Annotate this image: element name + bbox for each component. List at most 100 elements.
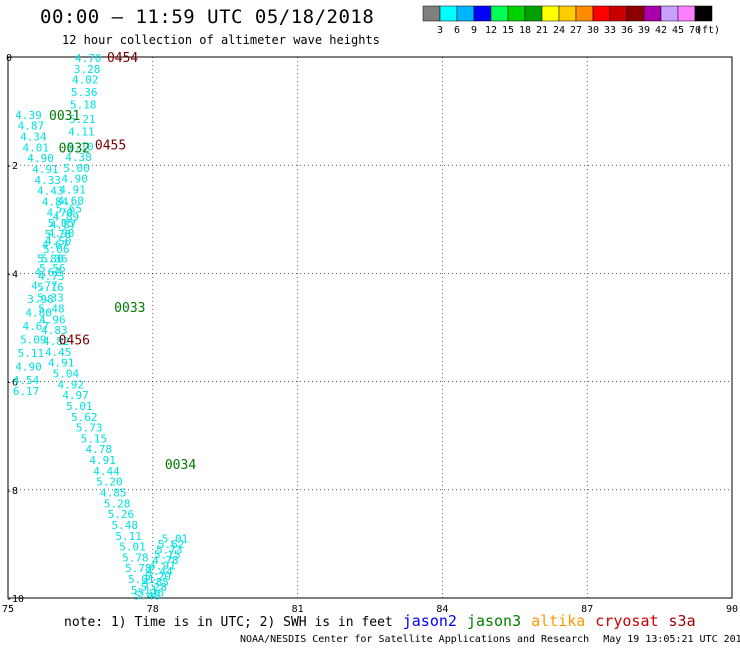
wave-height-label: 4.96 (39, 313, 66, 326)
pass-time-label: 0454 (107, 51, 138, 66)
wave-height-label: 5.01 (119, 541, 146, 554)
wave-height-label: 5.01 (128, 573, 155, 586)
wave-height-label: 5.28 (141, 581, 168, 594)
wave-height-label: 4.38 (65, 151, 92, 164)
wave-height-label: 4.78 (152, 554, 179, 567)
colorbar-tick-label: 42 (655, 25, 667, 36)
colorbar-tick-label: 39 (638, 25, 650, 36)
wave-height-label: 5.48 (112, 519, 139, 532)
wave-height-label: 5.65 (56, 202, 83, 215)
wave-height-label: 4.67 (22, 320, 49, 333)
x-tick-label: 75 (2, 604, 14, 615)
y-tick-label: -6 (6, 378, 18, 389)
wave-height-label: 4.67 (42, 239, 69, 252)
wave-height-label: 4.34 (20, 131, 47, 144)
y-tick-label: -10 (6, 594, 24, 605)
wave-height-label: 5.18 (70, 99, 97, 112)
wave-height-label: 4.85 (142, 576, 169, 589)
wave-height-label: 5.48 (38, 303, 65, 316)
wave-height-label: 4.44 (93, 465, 120, 478)
note-text: note: 1) Time is in UTC; 2) SWH is in fe… (64, 615, 393, 630)
wave-height-label: 5.62 (158, 538, 185, 551)
mission-legend: jason2 jason3 altika cryosat s3a (393, 612, 696, 630)
colorbar-tick-label: 36 (621, 25, 633, 36)
x-tick-label: 87 (581, 604, 593, 615)
wave-height-label: 4.11 (68, 126, 95, 139)
wave-height-label: 3.98 (27, 293, 54, 306)
colorbar-tick-label: 45 (672, 25, 684, 36)
wave-height-label: 4.01 (22, 141, 49, 154)
colorbar-tick-label: 18 (519, 25, 531, 36)
wave-height-label: 4.33 (35, 174, 62, 187)
mission-label: jason2 (402, 612, 457, 630)
wave-height-label: 4.91 (48, 357, 75, 370)
wave-height-label: 5.06 (43, 243, 70, 256)
colorbar-tick-label: 15 (502, 25, 514, 36)
wave-height-label: 4.45 (45, 346, 72, 359)
wave-height-label: 4.91 (32, 163, 59, 176)
colorbar-tick-label: 12 (485, 25, 497, 36)
wave-height-label: 5.48 (134, 589, 161, 602)
y-tick-label: -8 (6, 486, 18, 497)
wave-height-label: 5.36 (41, 252, 68, 265)
wave-height-label: 5.73 (156, 543, 183, 556)
wave-height-label: 4.02 (72, 74, 99, 87)
y-tick-label: 0 (6, 53, 12, 64)
wave-height-label: 5.10 (67, 140, 94, 153)
wave-height-label: 4.91 (59, 184, 86, 197)
footer-date: May 19 13:05:21 UTC 2018 (603, 634, 740, 645)
wave-height-label: 5.21 (69, 113, 96, 126)
wave-height-label: 4.83 (41, 324, 68, 337)
wave-height-label: 5.26 (108, 508, 135, 521)
wave-height-label: 4.92 (57, 378, 84, 391)
wave-height-label: 5.28 (104, 497, 131, 510)
wave-height-label: 4.43 (37, 185, 64, 198)
colorbar-tick-label: 33 (604, 25, 616, 36)
wave-height-label: 4.87 (18, 120, 45, 133)
note-line: note: 1) Time is in UTC; 2) SWH is in fe… (64, 612, 696, 630)
wave-height-label: 4.91 (149, 560, 176, 573)
wave-height-label: 4.62 (35, 266, 62, 279)
wave-height-label: 5.11 (131, 584, 158, 597)
colorbar-tick-label: 3 (437, 25, 443, 36)
wave-height-label: 5.78 (125, 562, 152, 575)
wave-height-label: 4.44 (146, 565, 173, 578)
colorbar-tick-label: 9 (471, 25, 477, 36)
colorbar-tick-label: 70 (689, 25, 701, 36)
wave-height-label: 5.00 (63, 162, 90, 175)
wave-height-label: 4.84 (42, 195, 69, 208)
pass-time-label: 0031 (49, 109, 80, 124)
wave-height-label: 4.78 (85, 443, 112, 456)
wave-height-label: 4.85 (100, 487, 127, 500)
wave-height-label: 5.01 (66, 400, 93, 413)
wave-height-label: 5.11 (115, 530, 142, 543)
wave-height-label: 5.56 (39, 262, 66, 275)
mission-label: cryosat (595, 612, 659, 630)
colorbar-unit: (ft) (696, 25, 720, 36)
wave-height-label: 4.82 (43, 335, 70, 348)
wave-height-label: 4.97 (62, 389, 89, 402)
footer-credit: NOAA/NESDIS Center for Satellite Applica… (240, 634, 590, 645)
x-tick-label: 78 (147, 604, 159, 615)
wave-height-label: 4.70 (75, 52, 102, 65)
wave-height-label: 4.54 (13, 374, 40, 387)
wave-height-label: 4.73 (38, 270, 65, 283)
wave-height-label: 6.17 (13, 385, 40, 398)
x-tick-label: 84 (436, 604, 448, 615)
wave-height-label: 5.20 (144, 570, 171, 583)
wave-height-label: 5.05 (48, 217, 75, 230)
wave-height-label: 5.11 (18, 347, 45, 360)
chart-title: 00:00 – 11:59 UTC 05/18/2018 (40, 6, 375, 28)
mission-label: altika (531, 612, 586, 630)
wave-height-label: 5.15 (154, 549, 181, 562)
wave-height-label: 4.87 (50, 219, 77, 232)
chart-subtitle: 12 hour collection of altimeter wave hei… (62, 33, 380, 47)
pass-time-label: 0033 (114, 301, 145, 316)
mission-label: jason3 (466, 612, 522, 630)
y-tick-label: -4 (6, 269, 18, 280)
wave-height-label: 4.77 (31, 279, 58, 292)
wave-height-label: 4.89 (53, 211, 80, 224)
pass-time-label: 0034 (165, 458, 196, 473)
wave-height-label: 5.78 (122, 551, 149, 564)
